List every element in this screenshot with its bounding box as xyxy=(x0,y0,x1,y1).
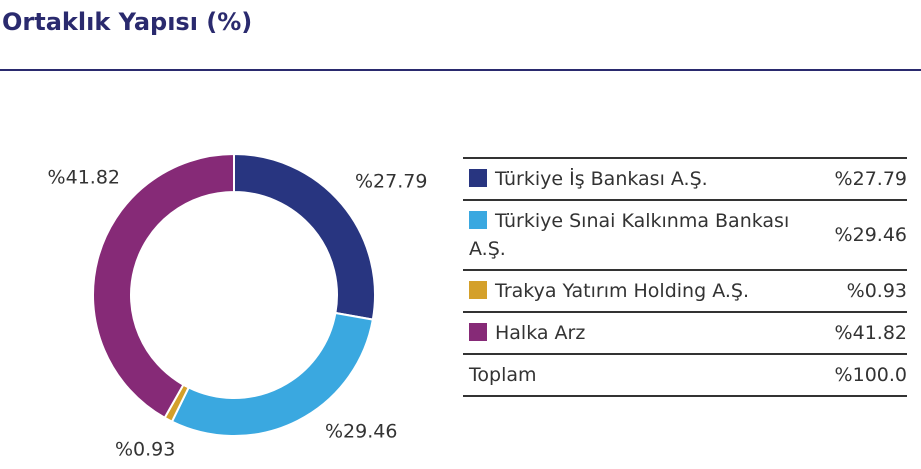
legend-name-cell: Türkiye İş Bankası A.Ş. xyxy=(463,158,799,201)
data-label: %27.79 xyxy=(355,171,427,193)
legend-swatch xyxy=(469,169,487,187)
legend-label: Trakya Yatırım Holding A.Ş. xyxy=(495,280,749,302)
divider xyxy=(0,69,921,71)
legend-row: Türkiye İş Bankası A.Ş. %27.79 xyxy=(463,158,907,201)
data-label: %41.82 xyxy=(48,167,120,189)
legend-label: Türkiye İş Bankası A.Ş. xyxy=(495,168,708,190)
donut-segment xyxy=(92,152,235,420)
legend-swatch xyxy=(469,323,487,341)
legend-row: Trakya Yatırım Holding A.Ş. %0.93 xyxy=(463,270,907,313)
legend-row: Türkiye Sınai Kalkınma Bankası A.Ş. %29.4… xyxy=(463,200,907,271)
legend-value: %41.82 xyxy=(799,312,907,355)
legend-name-cell: Türkiye Sınai Kalkınma Bankası A.Ş. xyxy=(463,200,799,271)
legend-value: %0.93 xyxy=(799,270,907,313)
legend-label: Türkiye Sınai Kalkınma Bankası A.Ş. xyxy=(469,210,790,260)
legend-swatch xyxy=(469,281,487,299)
legend-name-cell: Halka Arz xyxy=(463,312,799,355)
data-label: %0.93 xyxy=(115,439,175,461)
legend-name-cell: Trakya Yatırım Holding A.Ş. xyxy=(463,270,799,313)
total-value: %100.0 xyxy=(799,354,907,397)
legend-value: %27.79 xyxy=(799,158,907,201)
legend-value: %29.46 xyxy=(799,200,907,271)
legend-row: Halka Arz %41.82 xyxy=(463,312,907,355)
legend-swatch xyxy=(469,211,487,229)
donut-segment xyxy=(233,152,376,321)
total-label: Toplam xyxy=(463,354,799,397)
title: Ortaklık Yapısı (%) xyxy=(2,8,253,36)
total-row: Toplam %100.0 xyxy=(463,354,907,397)
legend-label: Halka Arz xyxy=(495,322,586,344)
donut-segment xyxy=(170,311,374,437)
legend-table: Türkiye İş Bankası A.Ş. %27.79 Türkiye Sın… xyxy=(463,157,907,397)
data-label: %29.46 xyxy=(325,421,397,443)
